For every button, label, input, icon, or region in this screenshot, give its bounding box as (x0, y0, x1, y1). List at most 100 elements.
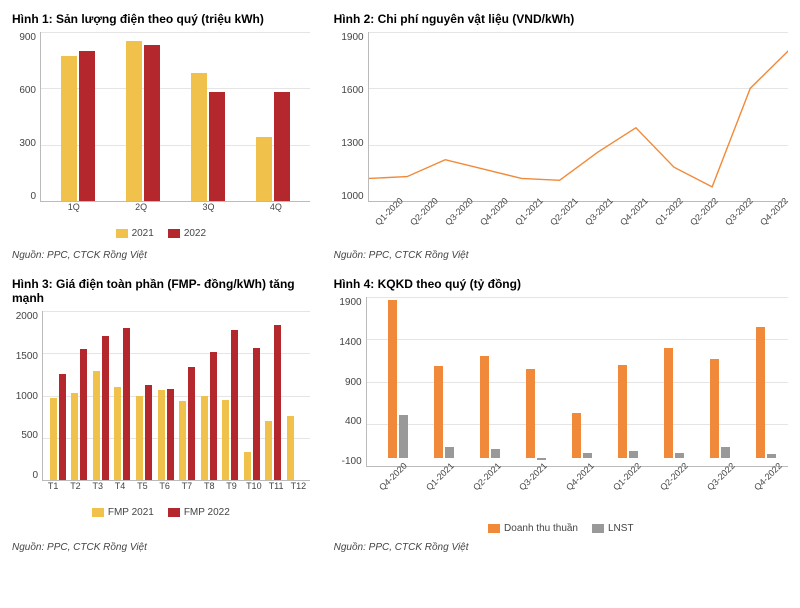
bar (583, 453, 592, 458)
xtick-label: T2 (64, 481, 86, 491)
xtick-label: T9 (220, 481, 242, 491)
chart-2: Hình 2: Chi phí nguyên vật liệu (VND/kWh… (334, 12, 788, 261)
bar (231, 330, 238, 480)
xtick-label: T5 (131, 481, 153, 491)
ytick-label: 600 (19, 85, 36, 96)
legend-label: LNST (608, 523, 634, 534)
xtick-label: T3 (87, 481, 109, 491)
bar-group (241, 311, 263, 480)
chart-2-source: Nguồn: PPC, CTCK Rồng Việt (334, 250, 788, 261)
ytick-label: 400 (345, 416, 362, 427)
bar (123, 328, 130, 480)
legend-label: 2021 (132, 228, 154, 239)
bar-group (47, 311, 69, 480)
bar (136, 396, 143, 481)
legend-item: 2021 (116, 228, 154, 239)
bar (399, 415, 408, 457)
bar (287, 416, 294, 480)
bar-group (692, 297, 738, 466)
legend-item: FMP 2022 (168, 507, 230, 518)
bar (629, 451, 638, 458)
ytick-label: 1900 (339, 297, 361, 308)
bar (767, 454, 776, 457)
bar-group (175, 32, 240, 201)
bar-group (198, 311, 220, 480)
bar-group (176, 311, 198, 480)
bar-group (112, 311, 134, 480)
bar (188, 367, 195, 480)
ytick-label: 0 (30, 191, 36, 202)
bar (144, 45, 160, 201)
legend-label: Doanh thu thuần (504, 523, 578, 534)
xtick-label: T1 (42, 481, 64, 491)
bar (388, 300, 397, 457)
bar-group (508, 297, 554, 466)
bar-group (69, 311, 91, 480)
xtick-label: Q4-2022 (758, 196, 800, 245)
bar (222, 400, 229, 480)
bar-group (155, 311, 177, 480)
bar (526, 369, 535, 458)
legend-item: LNST (592, 523, 634, 534)
chart-4-source: Nguồn: PPC, CTCK Rồng Việt (334, 542, 788, 553)
bar (664, 348, 673, 458)
chart-2-plot: 1900160013001000 Q1-2020Q2-2020Q3-2020Q4… (334, 32, 788, 242)
bar (274, 92, 290, 201)
bar (93, 371, 100, 480)
xtick-label: T12 (287, 481, 309, 491)
chart-4-title: Hình 4: KQKD theo quý (tỷ đồng) (334, 277, 788, 291)
bar-group (417, 297, 463, 466)
legend-item: Doanh thu thuần (488, 523, 578, 534)
bar (756, 327, 765, 458)
bar (274, 325, 281, 480)
ytick-label: 1500 (16, 351, 38, 362)
xtick-label: T4 (109, 481, 131, 491)
bar-group (600, 297, 646, 466)
bar (179, 401, 186, 480)
xtick-label: T8 (198, 481, 220, 491)
bar (145, 385, 152, 480)
xtick-label: T10 (243, 481, 265, 491)
chart-3-plot: 2000150010005000 T1T2T3T4T5T6T7T8T9T10T1… (12, 311, 310, 534)
bar (244, 452, 251, 480)
chart-1-source: Nguồn: PPC, CTCK Rồng Việt (12, 250, 310, 261)
bar (253, 348, 260, 480)
chart-4-plot: 19001400900400-100 Q4-2020Q1-2021Q2-2021… (334, 297, 788, 534)
bar (114, 387, 121, 480)
bar-group (110, 32, 175, 201)
legend-label: 2022 (184, 228, 206, 239)
bar (71, 393, 78, 480)
ytick-label: 1900 (341, 32, 363, 43)
bar (191, 73, 207, 201)
ytick-label: 1000 (341, 191, 363, 202)
ytick-label: 900 (345, 377, 362, 388)
ytick-label: 500 (21, 430, 38, 441)
bar-group (284, 311, 306, 480)
bar (209, 92, 225, 201)
ytick-label: 900 (19, 32, 36, 43)
ytick-label: 2000 (16, 311, 38, 322)
bar (618, 365, 627, 458)
bar (61, 56, 77, 201)
bar (572, 413, 581, 458)
bar (158, 390, 165, 480)
bar-group (554, 297, 600, 466)
ytick-label: 0 (32, 470, 38, 481)
bar (256, 137, 272, 201)
legend-label: FMP 2021 (108, 507, 154, 518)
bar-group (90, 311, 112, 480)
bar (79, 51, 95, 201)
bar (201, 396, 208, 481)
bar-group (45, 32, 110, 201)
legend-label: FMP 2022 (184, 507, 230, 518)
bar (480, 356, 489, 457)
legend-item: 2022 (168, 228, 206, 239)
chart-3-title: Hình 3: Giá điện toàn phần (FMP- đồng/kW… (12, 277, 310, 305)
ytick-label: 1300 (341, 138, 363, 149)
chart-3: Hình 3: Giá điện toàn phần (FMP- đồng/kW… (12, 277, 310, 553)
bar-group (133, 311, 155, 480)
ytick-label: 1000 (16, 391, 38, 402)
chart-2-title: Hình 2: Chi phí nguyên vật liệu (VND/kWh… (334, 12, 788, 26)
bar (80, 349, 87, 480)
bar-group (371, 297, 417, 466)
